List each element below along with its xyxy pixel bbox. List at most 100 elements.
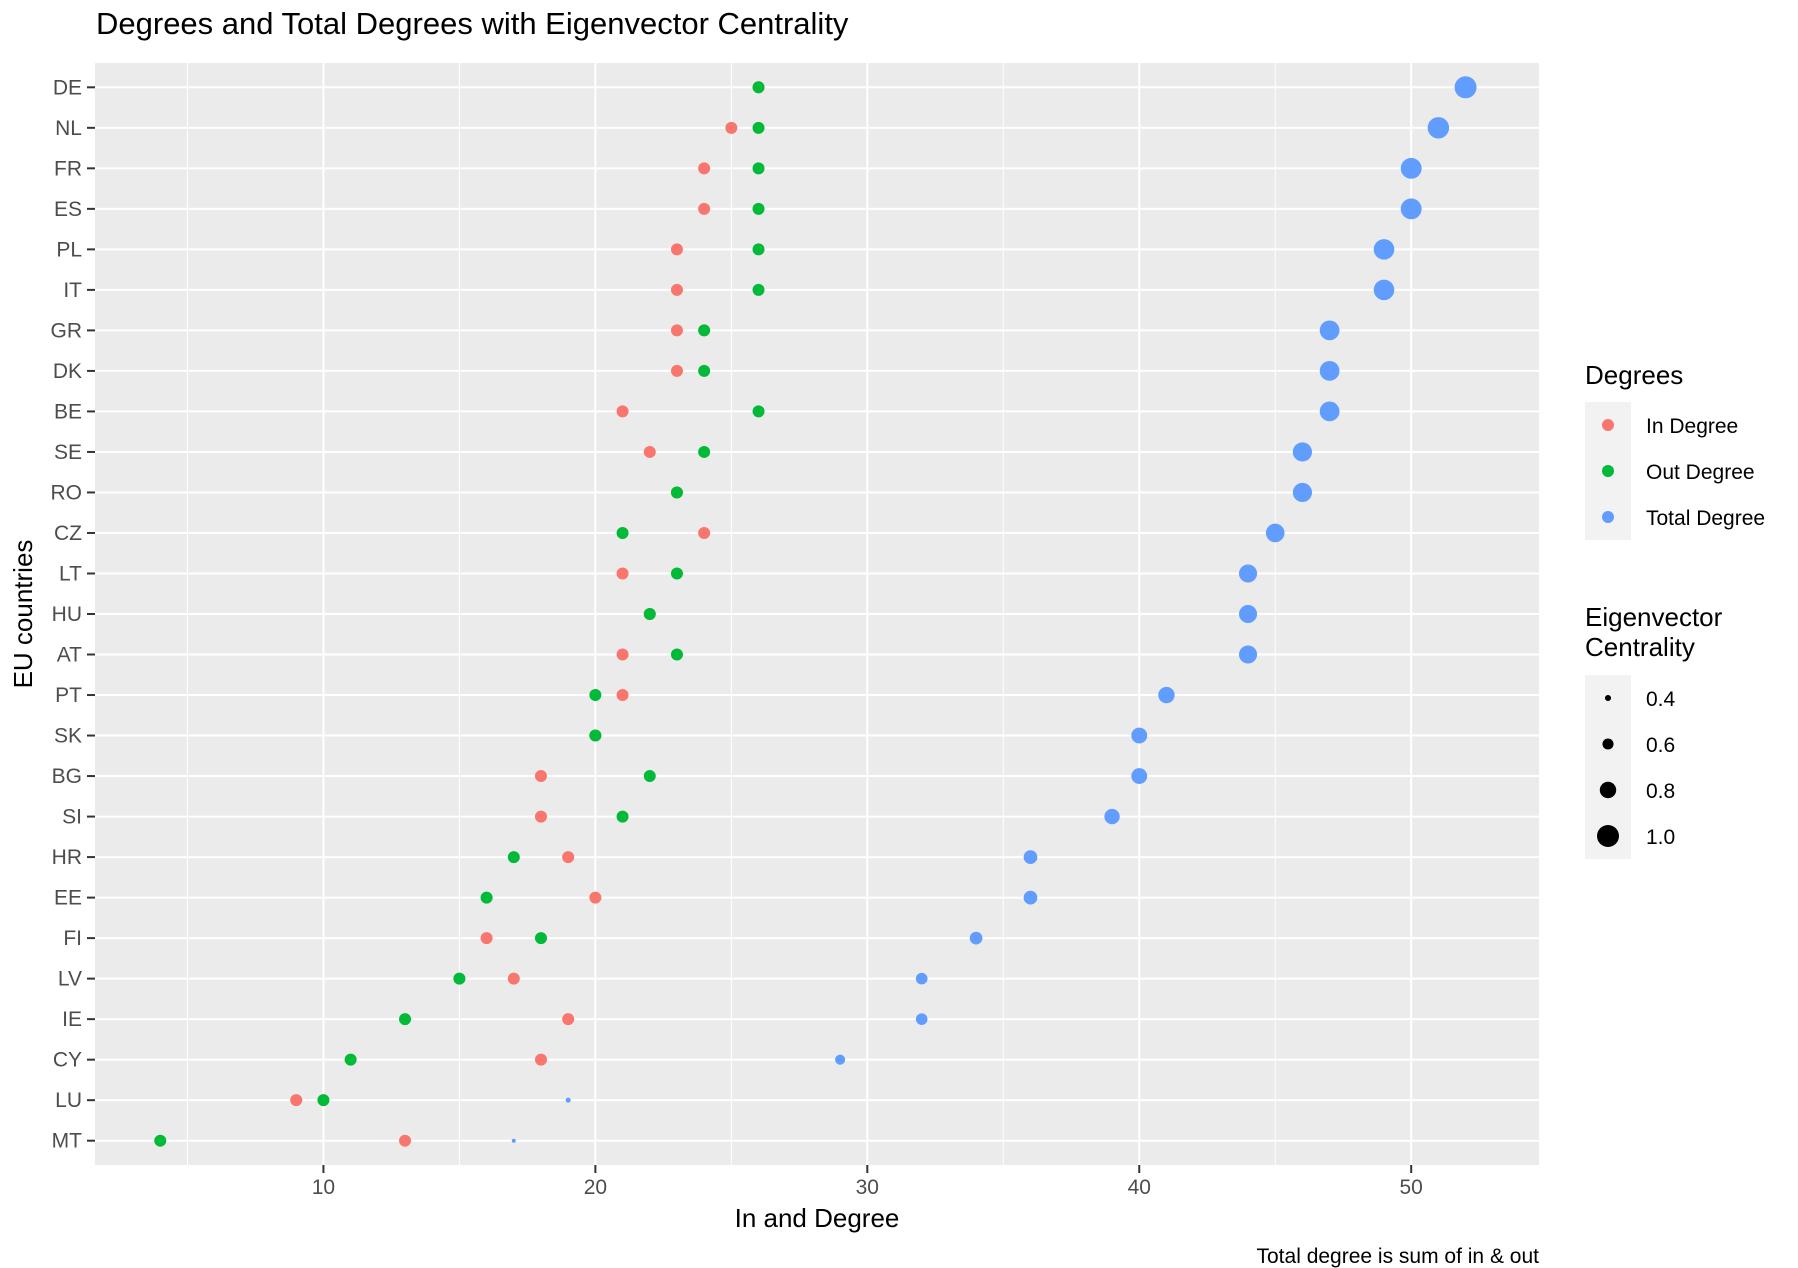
point-out-degree — [752, 283, 765, 296]
point-total-degree — [1454, 76, 1477, 99]
size-legend-key — [1597, 825, 1619, 847]
point-out-degree — [752, 405, 765, 418]
point-total-degree — [1292, 442, 1313, 462]
size-legend-title-line2: Centrality — [1585, 632, 1695, 662]
x-axis-title: In and Degree — [735, 1203, 900, 1233]
point-in-degree — [698, 202, 711, 215]
point-in-degree — [562, 1013, 575, 1026]
point-total-degree — [969, 931, 983, 945]
point-in-degree — [399, 1134, 412, 1147]
y-tick-label: NL — [55, 117, 82, 140]
point-total-degree — [1238, 645, 1258, 664]
point-out-degree — [154, 1134, 167, 1147]
point-in-degree — [725, 121, 738, 134]
point-total-degree — [835, 1054, 846, 1065]
point-out-degree — [616, 810, 629, 823]
point-out-degree — [643, 608, 656, 620]
color-legend-label: In Degree — [1646, 415, 1738, 438]
size-legend-key — [1602, 738, 1614, 750]
x-tick-label: 40 — [1128, 1176, 1151, 1199]
point-total-degree — [1023, 850, 1038, 864]
point-total-degree — [915, 1013, 928, 1025]
y-tick-label: PT — [55, 684, 82, 707]
point-total-degree — [1023, 890, 1038, 905]
point-in-degree — [589, 891, 602, 904]
data-points — [154, 76, 1477, 1147]
x-tick-label: 50 — [1400, 1176, 1423, 1199]
y-tick-label: GR — [51, 319, 83, 342]
point-out-degree — [453, 972, 466, 985]
chart-caption: Total degree is sum of in & out — [1257, 1245, 1540, 1268]
point-total-degree — [1319, 361, 1340, 381]
x-tick-label: 20 — [584, 1176, 607, 1199]
point-in-degree — [616, 405, 629, 418]
point-out-degree — [480, 891, 493, 904]
y-tick-label: DE — [53, 76, 82, 99]
point-in-degree — [616, 648, 629, 661]
point-out-degree — [752, 81, 765, 94]
chart-title: Degrees and Total Degrees with Eigenvect… — [96, 6, 849, 41]
point-total-degree — [1319, 401, 1340, 422]
point-out-degree — [589, 729, 602, 742]
point-total-degree — [1319, 320, 1340, 341]
point-in-degree — [670, 283, 683, 296]
size-legend-label: 0.8 — [1646, 780, 1675, 803]
point-out-degree — [752, 243, 765, 256]
y-axis-title: EU countries — [8, 540, 38, 689]
point-total-degree — [565, 1097, 571, 1103]
point-out-degree — [399, 1013, 412, 1026]
point-total-degree — [1158, 686, 1175, 704]
point-total-degree — [1400, 198, 1422, 220]
point-in-degree — [616, 567, 629, 580]
size-legend-label: 1.0 — [1646, 826, 1675, 849]
color-legend-key — [1602, 511, 1614, 523]
point-out-degree — [616, 526, 629, 539]
point-out-degree — [698, 324, 711, 337]
point-out-degree — [317, 1094, 330, 1107]
point-total-degree — [1238, 604, 1258, 624]
point-out-degree — [507, 851, 520, 864]
color-legend-title: Degrees — [1585, 360, 1683, 390]
point-in-degree — [534, 810, 547, 823]
x-axis: 10 20 30 40 50 — [312, 1165, 1423, 1199]
color-legend-label: Total Degree — [1646, 507, 1765, 530]
point-out-degree — [344, 1053, 357, 1066]
x-tick-label: 10 — [312, 1176, 335, 1199]
y-tick-label: FI — [63, 927, 82, 950]
point-total-degree — [1373, 279, 1395, 301]
point-total-degree — [1238, 564, 1258, 583]
point-out-degree — [698, 364, 711, 377]
y-axis: DE NL FR ES PL IT GR DK BE SE RO CZ LT HU AT PT SK BG SI HR… — [51, 76, 95, 1153]
point-out-degree — [752, 202, 765, 215]
size-legend: Eigenvector Centrality 0.4 0.6 0.8 1.0 — [1585, 602, 1723, 859]
point-in-degree — [670, 324, 683, 337]
y-tick-label: FR — [54, 157, 82, 180]
point-out-degree — [589, 689, 602, 702]
point-total-degree — [1265, 523, 1285, 543]
size-legend-label: 0.6 — [1646, 734, 1675, 757]
size-legend-key — [1599, 781, 1617, 799]
point-in-degree — [534, 1053, 547, 1066]
point-out-degree — [670, 567, 683, 580]
x-tick-label: 30 — [856, 1176, 879, 1199]
point-total-degree — [511, 1138, 516, 1143]
point-out-degree — [698, 445, 711, 458]
point-total-degree — [1131, 768, 1148, 785]
y-tick-label: MT — [52, 1130, 82, 1153]
point-total-degree — [1131, 727, 1148, 744]
y-tick-label: ES — [54, 198, 82, 221]
color-legend-key — [1602, 419, 1614, 431]
y-tick-label: LT — [59, 562, 82, 585]
point-in-degree — [698, 162, 711, 175]
y-tick-label: RO — [51, 481, 83, 504]
y-tick-label: HR — [52, 846, 82, 869]
y-tick-label: SI — [62, 806, 82, 829]
color-legend-label: Out Degree — [1646, 461, 1755, 484]
color-legend: Degrees In Degree Out Degree Total Degree — [1585, 360, 1765, 540]
point-total-degree — [1373, 239, 1395, 260]
point-total-degree — [1104, 808, 1120, 825]
y-tick-label: HU — [52, 603, 82, 626]
y-tick-label: CZ — [54, 522, 82, 545]
y-tick-label: CY — [53, 1049, 82, 1072]
y-tick-label: EE — [54, 887, 82, 910]
